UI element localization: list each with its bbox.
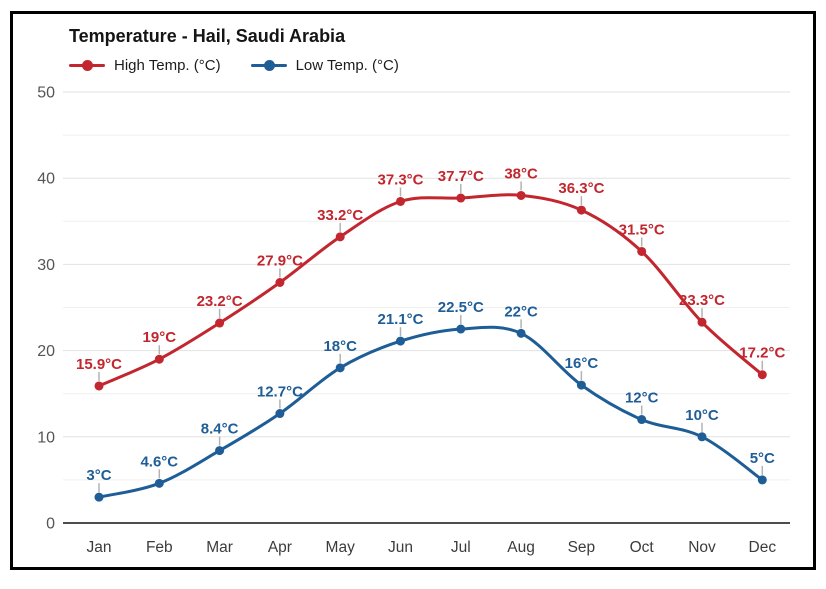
high-temp-point-label: 37.7°C (438, 168, 484, 185)
month-labels: Jan Feb Mar Apr May Jun Jul Aug Sep Oct Nov Dec (87, 539, 777, 556)
low-temp-point-marker (757, 475, 767, 485)
low-temp-point-marker (697, 432, 707, 442)
month-label: Dec (749, 539, 777, 556)
low-temp-point-label: 16°C (565, 355, 599, 372)
y-tick-label: 10 (37, 429, 55, 446)
low-temp-point-marker (94, 492, 104, 502)
temperature-line-chart: 0 10 20 30 40 50 Jan Feb Mar Apr May Jun Jul Aug Sep Oc… (37, 85, 790, 556)
month-label: Oct (630, 539, 655, 556)
series-low-temp: 3°C 4.6°C 8.4°C 12.7°C 18°C 21.1°C 22.5°C 22°C 1… (86, 299, 775, 502)
high-temp-point-label: 33.2°C (317, 207, 363, 224)
series-high-temp: 15.9°C 19°C 23.2°C 27.9°C 33.2°C 37.3°C 37.7°C… (76, 165, 785, 391)
month-label: Apr (268, 539, 292, 556)
low-temp-point-label: 22.5°C (438, 299, 484, 316)
high-temp-point-label: 38°C (504, 165, 538, 182)
low-temp-point-label: 12.7°C (257, 384, 303, 401)
low-temp-point-marker (275, 409, 285, 419)
legend-item-high-temp: High Temp. (°C) (69, 57, 221, 74)
month-label: Feb (146, 539, 173, 556)
chart-frame: 0 10 20 30 40 50 Jan Feb Mar Apr May Jun Jul Aug Sep Oc… (10, 11, 816, 570)
high-temp-point-label: 19°C (143, 329, 177, 346)
chart-title: Temperature - Hail, Saudi Arabia (69, 26, 346, 46)
high-temp-point-marker (757, 370, 767, 380)
legend-item-low-temp: Low Temp. (°C) (250, 57, 399, 74)
low-temp-point-label: 10°C (685, 407, 719, 424)
low-temp-point-marker (215, 446, 225, 456)
low-temp-point-label: 8.4°C (201, 421, 239, 438)
high-temp-point-label: 36.3°C (558, 180, 604, 197)
high-temp-point-marker (396, 196, 405, 206)
low-temp-point-marker (154, 478, 164, 488)
high-temp-point-label: 23.2°C (197, 293, 243, 310)
month-label: Jul (451, 539, 471, 556)
high-temp-point-marker (335, 232, 345, 242)
low-temp-point-marker (335, 363, 345, 373)
low-temp-point-label: 5°C (750, 450, 775, 467)
legend-label-high-temp: High Temp. (°C) (114, 57, 221, 74)
low-temp-legend-line-dot-icon (250, 60, 287, 71)
high-temp-point-label: 17.2°C (739, 345, 785, 362)
high-temp-line (97, 193, 764, 388)
high-temp-point-marker (697, 317, 707, 327)
y-tick-label: 50 (37, 85, 55, 102)
high-temp-point-label: 27.9°C (257, 253, 303, 270)
high-temp-point-marker (456, 193, 466, 203)
low-temp-point-label: 22°C (504, 303, 538, 320)
high-temp-point-marker (215, 318, 225, 328)
y-tick-label: 40 (37, 171, 55, 188)
low-temp-line (97, 325, 764, 499)
high-temp-point-label: 15.9°C (76, 356, 122, 373)
month-label: Jan (87, 539, 112, 556)
month-label: Jun (388, 539, 413, 556)
y-axis-labels: 0 10 20 30 40 50 (37, 85, 55, 533)
low-temp-point-label: 3°C (86, 467, 111, 484)
low-temp-point-marker (576, 380, 586, 390)
month-label: Aug (507, 539, 535, 556)
low-temp-point-label: 4.6°C (140, 453, 178, 470)
low-temp-point-label: 18°C (323, 338, 357, 355)
month-label: Nov (688, 539, 716, 556)
low-temp-point-marker (456, 324, 466, 334)
high-temp-point-marker (637, 246, 647, 256)
high-temp-point-label: 23.3°C (679, 292, 725, 309)
y-tick-label: 0 (46, 516, 55, 533)
high-temp-point-marker (576, 205, 586, 215)
legend-label-low-temp: Low Temp. (°C) (295, 57, 399, 74)
legend-dot-icon (263, 60, 275, 71)
high-temp-point-label: 37.3°C (377, 171, 423, 188)
legend: High Temp. (°C) Low Temp. (°C) (69, 57, 399, 74)
month-label: May (326, 539, 356, 556)
low-temp-point-label: 12°C (625, 390, 659, 407)
high-temp-point-marker (94, 381, 104, 391)
high-temp-point-marker (516, 190, 526, 200)
y-tick-label: 20 (37, 343, 55, 360)
month-label: Mar (206, 539, 233, 556)
high-temp-point-marker (154, 354, 164, 364)
high-temp-legend-line-dot-icon (69, 60, 105, 71)
gridlines (63, 91, 790, 481)
y-tick-label: 30 (37, 257, 55, 274)
high-temp-point-marker (275, 278, 285, 288)
low-temp-point-marker (516, 328, 526, 338)
legend-dot-icon (82, 60, 93, 71)
low-temp-point-label: 21.1°C (377, 311, 423, 328)
high-temp-point-label: 31.5°C (619, 221, 665, 238)
month-label: Sep (568, 539, 596, 556)
low-temp-point-marker (637, 415, 647, 425)
low-temp-point-marker (396, 336, 405, 346)
